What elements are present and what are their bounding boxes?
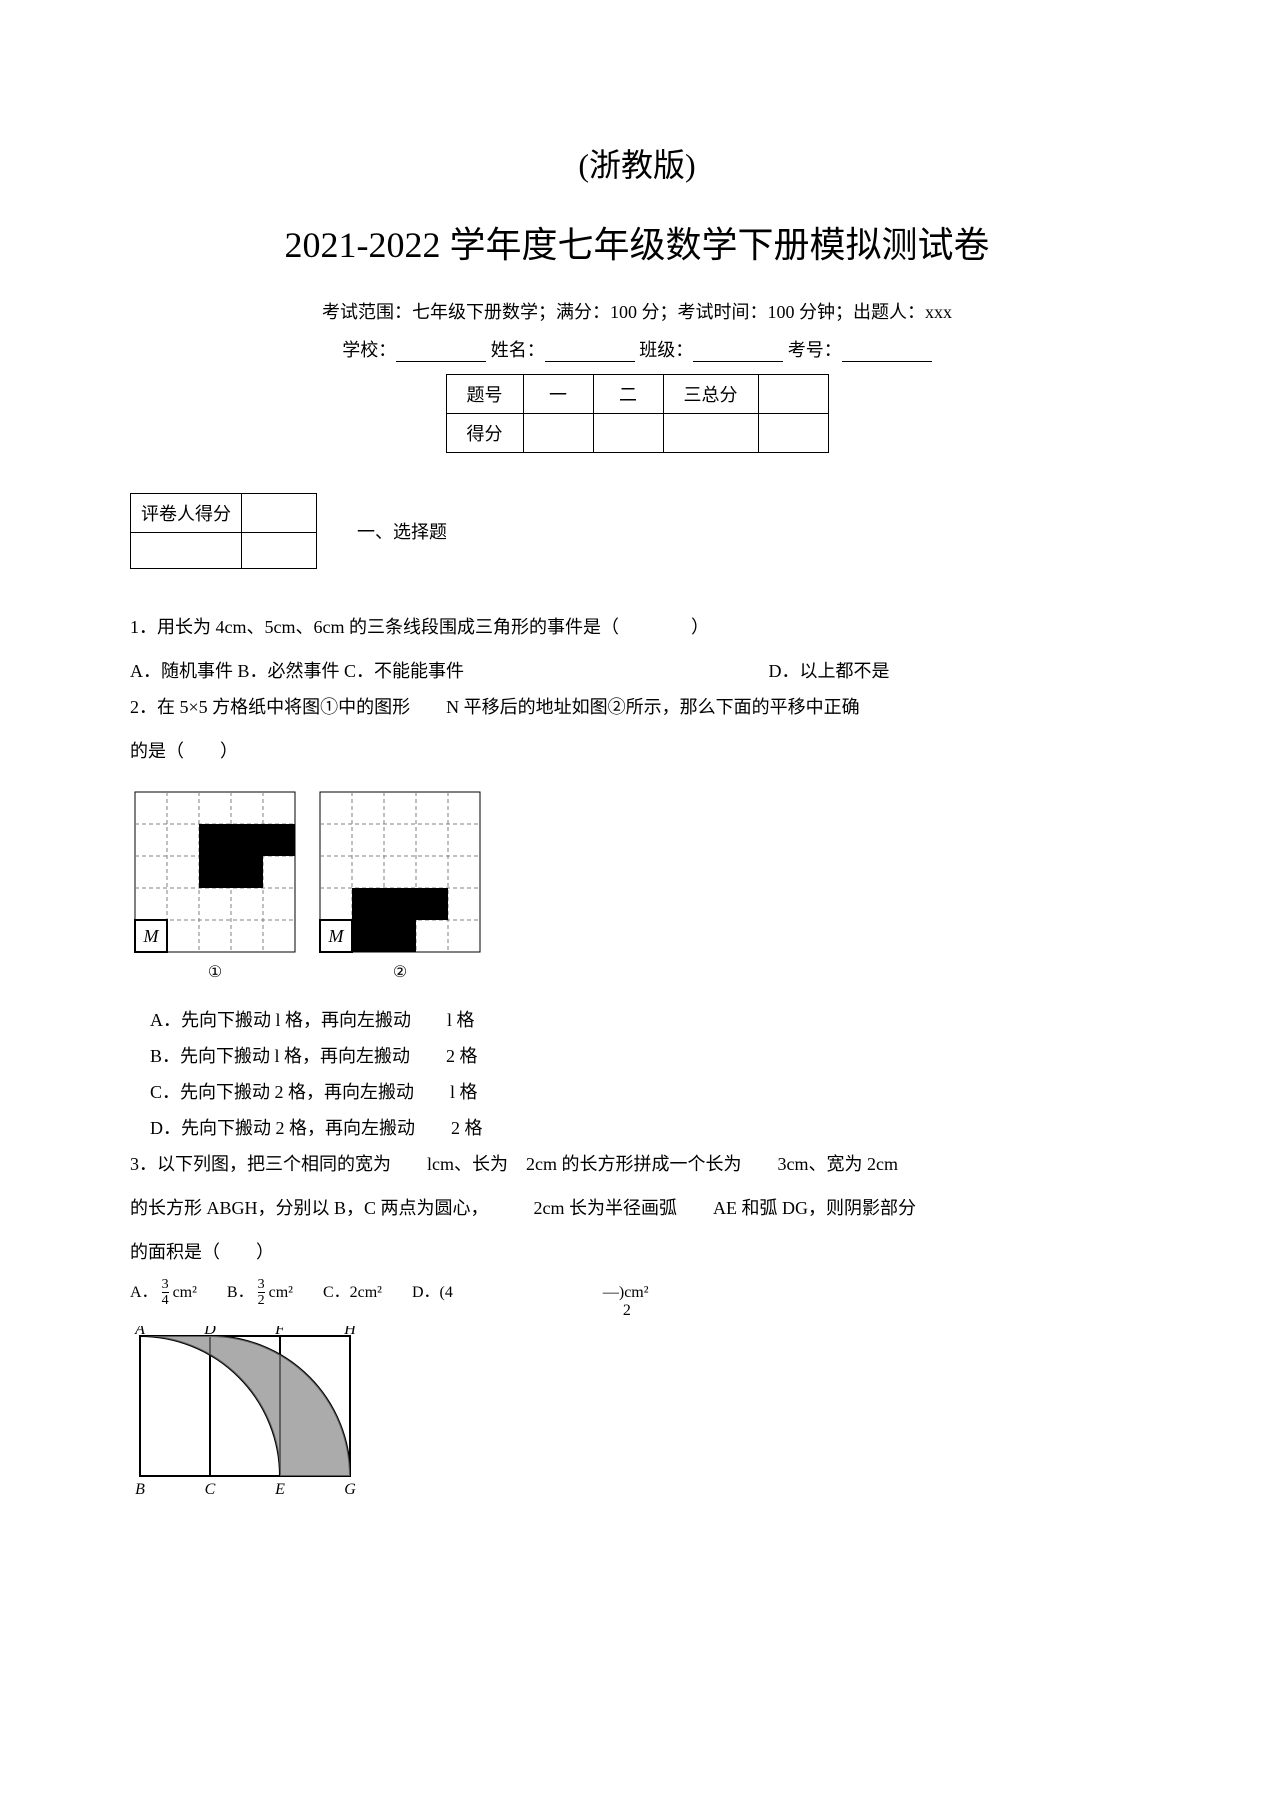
q3-b-label: B．	[227, 1284, 254, 1301]
q3-label-d: D	[203, 1326, 216, 1338]
q2-opt-b: B．先向下搬动 l 格，再向左搬动 2 格	[130, 1038, 1144, 1074]
q3-d-den: 2	[623, 1302, 631, 1319]
q2-m2-label: M	[328, 926, 345, 946]
q3-opt-d-right: —)cm² 2	[603, 1284, 649, 1320]
q3-label-b: B	[135, 1481, 145, 1496]
q1-options: A．随机事件 B．必然事件 C．不能能事件 D．以上都不是	[130, 653, 1144, 689]
q2-circ2-label: ②	[393, 964, 407, 981]
q3-text-p3: 的面积是（ ）	[130, 1234, 1144, 1270]
q1-text: 1．用长为 4cm、5cm、6cm 的三条线段围成三角形的事件是（ ）	[130, 609, 1144, 645]
grader-label: 评卷人得分	[131, 494, 242, 533]
q3-opt-c: C．2cm²	[323, 1278, 382, 1302]
q3-label-g: G	[344, 1481, 356, 1496]
q2-opt-d: D．先向下搬动 2 格，再向左搬动 2 格	[130, 1110, 1144, 1146]
q1-opt-a: A．随机事件	[130, 661, 233, 681]
q3-b-num: 3	[258, 1278, 265, 1292]
name-label: 姓名：	[491, 340, 545, 360]
edition-label: (浙教版)	[130, 140, 1144, 186]
score-cell-1	[523, 414, 593, 453]
q3-b-unit: cm²	[269, 1284, 293, 1301]
q3-d-mid: —)cm²	[603, 1284, 649, 1301]
q3-a-num: 3	[162, 1278, 169, 1292]
q2-m1-label: M	[143, 926, 160, 946]
grader-blank-2	[131, 533, 242, 569]
score-cell-2	[593, 414, 663, 453]
q3-figure: A D F H B C E G	[130, 1326, 360, 1496]
page-title: 2021-2022 学年度七年级数学下册模拟测试卷	[130, 216, 1144, 268]
q3-opt-a: A． 3 4 cm²	[130, 1278, 197, 1308]
q3-label-f: F	[274, 1326, 285, 1338]
q3-d-label: D．(4	[412, 1284, 453, 1301]
grader-blank-3	[242, 533, 317, 569]
q2-figure: M ① M ②	[130, 787, 490, 987]
q3-opt-d: D．(4	[412, 1278, 453, 1302]
examno-label: 考号：	[788, 340, 842, 360]
q3-a-unit: cm²	[173, 1284, 197, 1301]
score-table: 题号 一 二 三总分 得分	[446, 374, 829, 453]
q3-text-p1: 3．以下列图，把三个相同的宽为 lcm、长为 2cm 的长方形拼成一个长为 3c…	[130, 1146, 1144, 1182]
section-1-heading: 一、选择题	[357, 518, 447, 544]
class-blank	[693, 342, 783, 362]
q3-a-label: A．	[130, 1284, 158, 1301]
school-label: 学校：	[342, 340, 396, 360]
q1-opt-b: B．必然事件	[238, 661, 340, 681]
grader-blank-1	[242, 494, 317, 533]
name-blank	[545, 342, 635, 362]
q1-opt-c: C．不能能事件	[344, 661, 464, 681]
q2-text-p1: 2．在 5×5 方格纸中将图①中的图形 N 平移后的地址如图②所示，那么下面的平…	[130, 689, 1144, 725]
score-cell-3	[663, 414, 758, 453]
exam-info: 考试范围：七年级下册数学；满分：100 分；考试时间：100 分钟；出题人：xx…	[130, 298, 1144, 324]
examno-blank	[842, 342, 932, 362]
q2-opt-a: A．先向下搬动 l 格，再向左搬动 l 格	[130, 1002, 1144, 1038]
score-header-1: 一	[523, 375, 593, 414]
q3-label-e: E	[274, 1481, 285, 1496]
q3-b-frac: 3 2	[258, 1278, 265, 1308]
q3-label-h: H	[343, 1326, 357, 1338]
q2-circ1-label: ①	[208, 964, 222, 981]
score-header-0: 题号	[446, 375, 523, 414]
school-blank	[396, 342, 486, 362]
score-header-2: 二	[593, 375, 663, 414]
q3-label-a: A	[134, 1326, 145, 1338]
score-header-4	[758, 375, 828, 414]
score-header-3: 三总分	[663, 375, 758, 414]
grader-section: 评卷人得分 一、选择题	[130, 493, 1144, 569]
q2-opt-c: C．先向下搬动 2 格，再向左搬动 l 格	[130, 1074, 1144, 1110]
q3-opt-b: B． 3 2 cm²	[227, 1278, 293, 1308]
grader-table: 评卷人得分	[130, 493, 317, 569]
class-label: 班级：	[639, 340, 693, 360]
q3-label-c: C	[205, 1481, 216, 1496]
q2-text-p2: 的是（ ）	[130, 733, 1144, 769]
q3-a-den: 4	[162, 1292, 169, 1308]
q2-bg	[130, 787, 490, 987]
q3-a-frac: 3 4	[162, 1278, 169, 1308]
q3-options: A． 3 4 cm² B． 3 2 cm² C．2cm² D．(4 —)cm² …	[130, 1278, 1144, 1320]
form-line: 学校： 姓名： 班级： 考号：	[130, 336, 1144, 362]
q1-opt-d: D．以上都不是	[769, 653, 890, 689]
score-cell-4	[758, 414, 828, 453]
q3-b-den: 2	[258, 1292, 265, 1308]
q3-text-p2: 的长方形 ABGH，分别以 B，C 两点为圆心， 2cm 长为半径画弧 AE 和…	[130, 1190, 1144, 1226]
score-row2-label: 得分	[446, 414, 523, 453]
